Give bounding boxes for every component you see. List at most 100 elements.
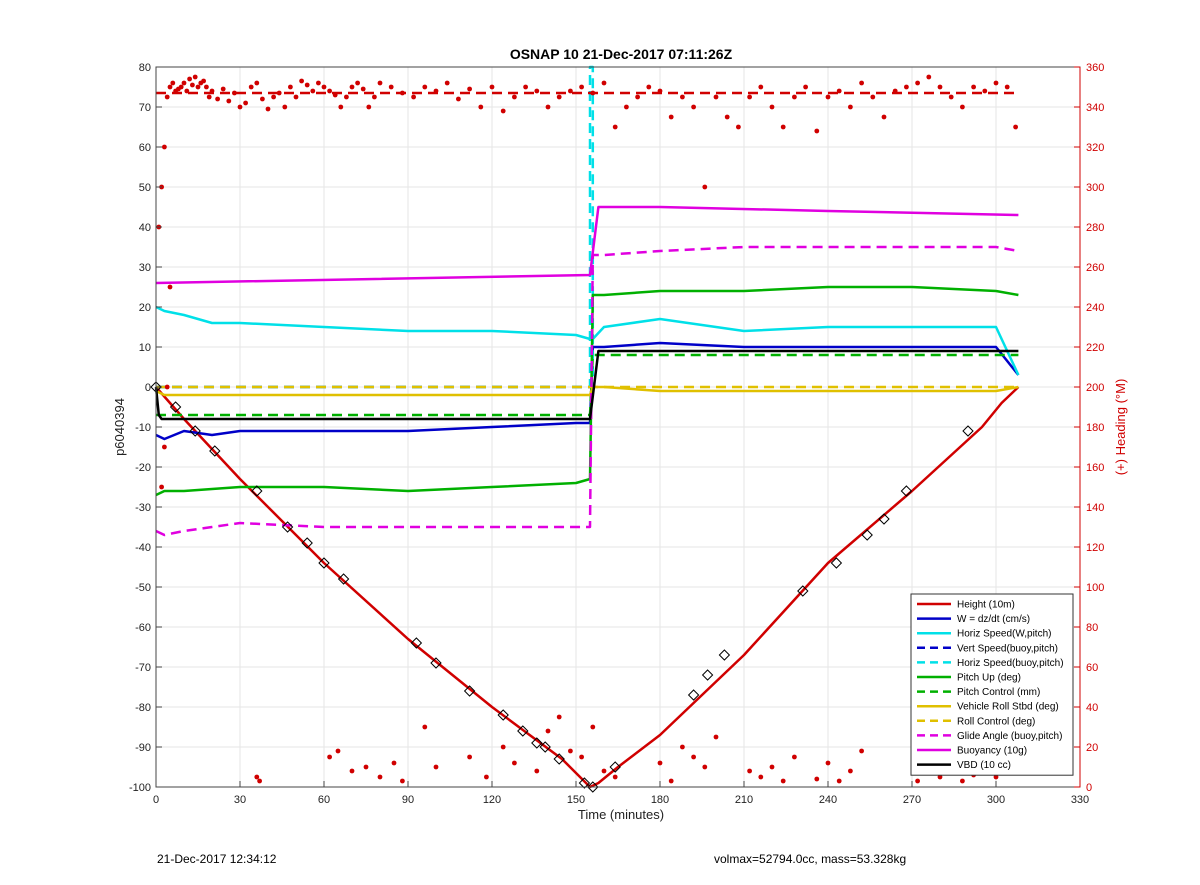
- heading-point: [195, 84, 201, 90]
- heading-point: [248, 84, 254, 90]
- heading-point: [568, 88, 573, 94]
- heading-point: [859, 748, 864, 754]
- marker: [830, 557, 843, 569]
- marker: [318, 557, 330, 569]
- heading-point: [702, 764, 708, 770]
- marker: [531, 737, 543, 749]
- heading-point: [590, 724, 596, 730]
- heading-point: [993, 80, 999, 86]
- heading-point: [372, 94, 377, 100]
- heading-point: [391, 760, 397, 766]
- heading-point: [556, 94, 562, 100]
- heading-point: [411, 94, 416, 100]
- legend-label: Glide Angle (buoy,pitch): [957, 731, 1062, 742]
- marker: [539, 741, 551, 753]
- heading-point: [299, 78, 304, 84]
- heading-point: [960, 778, 965, 784]
- series-vehicle-roll-stbd-deg: [155, 385, 1019, 397]
- heading-point: [260, 96, 265, 102]
- marker: [578, 777, 591, 789]
- series-horiz-speed-w-pitch: [155, 305, 1020, 376]
- y-tick-label: -50: [135, 582, 151, 594]
- y-tick-label: 70: [139, 102, 151, 114]
- chart-title: OSNAP 10 21-Dec-2017 07:11:26Z: [510, 46, 733, 62]
- y-tick-label: 10: [139, 342, 151, 354]
- heading-point: [590, 90, 596, 96]
- heading-point: [184, 88, 190, 94]
- y-tick-label: 60: [139, 142, 151, 154]
- heading-point: [254, 80, 260, 86]
- heading-point: [545, 104, 551, 110]
- heading-point: [758, 84, 764, 90]
- heading-point: [1013, 124, 1018, 130]
- heading-point: [355, 80, 360, 86]
- heading-point: [232, 90, 237, 96]
- heading-point: [215, 96, 221, 102]
- heading-point: [713, 734, 719, 740]
- heading-point: [668, 778, 674, 784]
- heading-point: [209, 88, 215, 94]
- heading-point: [162, 444, 167, 450]
- legend-label: Height (10m): [957, 600, 1015, 611]
- heading-point: [422, 724, 428, 730]
- x-tick-label: 300: [987, 794, 1005, 806]
- heading-point: [848, 768, 853, 774]
- heading-point: [288, 84, 293, 90]
- y2-tick-label: 40: [1086, 702, 1098, 714]
- footer-vehicle-info: volmax=52794.0cc, mass=53.328kg: [714, 852, 907, 866]
- marker: [410, 637, 423, 649]
- heading-point: [792, 754, 797, 760]
- heading-point: [545, 728, 551, 734]
- y2-tick-label: 320: [1086, 142, 1104, 154]
- heading-point: [192, 74, 198, 80]
- heading-point: [870, 94, 876, 100]
- legend: Height (10m) W = dz/dt (cm/s) Horiz Speed(…: [910, 593, 1074, 776]
- y2-tick-label: 60: [1086, 662, 1098, 674]
- heading-point: [206, 94, 212, 100]
- heading-point: [220, 86, 226, 92]
- y2-tick-label: 180: [1086, 422, 1104, 434]
- x-axis-label: Time (minutes): [578, 807, 664, 822]
- heading-point: [467, 86, 472, 92]
- heading-point: [568, 748, 573, 754]
- heading-point: [814, 776, 820, 782]
- heading-point: [363, 764, 369, 770]
- heading-point: [349, 84, 355, 90]
- heading-point: [780, 124, 786, 130]
- heading-point: [316, 80, 321, 86]
- y2-tick-label: 80: [1086, 622, 1098, 634]
- heading-point: [556, 714, 562, 720]
- y2-axis-label: (+) Heading (°M): [1113, 379, 1128, 476]
- marker: [337, 573, 350, 585]
- y-tick-label: 20: [139, 302, 151, 314]
- heading-point: [456, 96, 461, 102]
- marker: [553, 753, 565, 765]
- legend-label: Horiz Speed(buoy,pitch): [957, 658, 1064, 669]
- heading-point: [814, 128, 820, 134]
- heading-point: [377, 774, 383, 780]
- heading-point: [512, 760, 517, 766]
- y-tick-label: -20: [135, 462, 151, 474]
- heading-point: [293, 94, 299, 100]
- y-tick-label: -80: [135, 702, 151, 714]
- heading-point: [657, 760, 663, 766]
- heading-point: [713, 94, 719, 100]
- x-tick-label: 330: [1071, 794, 1089, 806]
- marker: [209, 445, 221, 457]
- y2-tick-label: 260: [1086, 262, 1104, 274]
- heading-point: [332, 92, 338, 98]
- heading-point: [971, 84, 976, 90]
- heading-point: [159, 484, 165, 490]
- legend-label: Vert Speed(buoy,pitch): [957, 643, 1058, 654]
- legend-label: VBD (10 cc): [957, 760, 1011, 771]
- heading-point: [162, 144, 167, 150]
- heading-point: [646, 84, 652, 90]
- y2-tick-label: 100: [1086, 582, 1104, 594]
- x-tick-label: 210: [735, 794, 753, 806]
- heading-point: [825, 94, 831, 100]
- heading-point: [1004, 84, 1010, 90]
- heading-point: [993, 774, 999, 780]
- heading-point: [433, 88, 439, 94]
- heading-point: [164, 94, 170, 100]
